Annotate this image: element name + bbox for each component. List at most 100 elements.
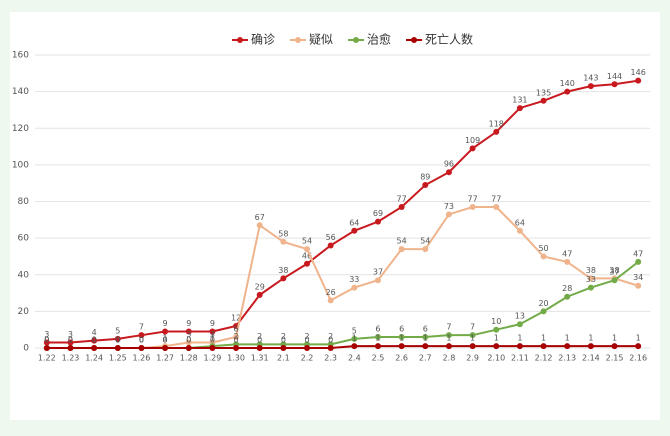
- data-point: [516, 321, 523, 328]
- data-label: 0: [44, 336, 49, 345]
- data-label: 0: [328, 336, 333, 345]
- data-label: 9: [210, 319, 215, 328]
- data-point: [398, 334, 405, 341]
- data-label: 1: [399, 334, 404, 343]
- data-point: [209, 345, 216, 351]
- data-point: [635, 343, 642, 350]
- data-point: [422, 343, 429, 350]
- data-label: 0: [44, 336, 49, 345]
- data-point: [91, 345, 98, 351]
- y-tick-label: 100: [12, 160, 29, 170]
- data-point: [398, 246, 405, 253]
- data-point: [493, 343, 500, 350]
- data-label: 38: [278, 266, 288, 275]
- data-point: [280, 345, 287, 351]
- data-label: 64: [515, 218, 525, 227]
- data-label: 0: [281, 336, 286, 345]
- y-tick-label: 120: [12, 124, 29, 134]
- data-point: [304, 345, 311, 351]
- x-tick-label: 2.6: [395, 354, 408, 363]
- legend-label: 治愈: [367, 32, 391, 47]
- data-point: [327, 345, 334, 351]
- data-point: [469, 203, 476, 210]
- data-point: [564, 88, 571, 95]
- data-label: 2: [257, 332, 262, 341]
- data-label: 0: [163, 336, 168, 345]
- data-point: [67, 345, 74, 351]
- data-point: [422, 334, 429, 341]
- data-point: [445, 332, 452, 339]
- x-tick-label: 2.2: [301, 354, 314, 363]
- data-point: [185, 345, 192, 351]
- data-label: 1: [541, 334, 546, 343]
- data-point: [445, 211, 452, 218]
- y-tick-label: 160: [12, 51, 29, 61]
- data-label: 0: [139, 336, 144, 345]
- x-tick-label: 1.24: [85, 354, 103, 363]
- data-point: [162, 345, 169, 351]
- data-point: [516, 105, 523, 112]
- x-tick-label: 2.15: [606, 354, 624, 363]
- data-point: [351, 343, 358, 350]
- data-label: 0: [210, 336, 215, 345]
- data-label: 7: [139, 323, 144, 332]
- data-point: [635, 282, 642, 289]
- data-point: [469, 332, 476, 339]
- x-tick-label: 1.23: [62, 354, 80, 363]
- data-point: [138, 332, 145, 339]
- data-point: [611, 343, 618, 350]
- data-label: 67: [255, 213, 265, 222]
- data-label: 140: [560, 79, 575, 88]
- plot-background: [10, 12, 660, 420]
- data-point: [635, 77, 642, 84]
- data-point: [422, 246, 429, 253]
- data-label: 0: [163, 336, 168, 345]
- data-label: 6: [375, 325, 380, 334]
- x-tick-label: 1.31: [251, 354, 269, 363]
- data-label: 3: [186, 330, 191, 339]
- x-tick-label: 2.3: [324, 354, 337, 363]
- x-tick-label: 1.29: [203, 354, 221, 363]
- data-point: [611, 81, 618, 88]
- data-label: 0: [139, 336, 144, 345]
- data-label: 0: [68, 336, 73, 345]
- data-label: 1: [446, 334, 451, 343]
- x-tick-label: 1.28: [180, 354, 198, 363]
- data-label: 0: [115, 336, 120, 345]
- data-label: 0: [139, 336, 144, 345]
- data-point: [540, 343, 547, 350]
- data-point: [280, 238, 287, 245]
- data-point: [327, 242, 334, 249]
- data-label: 109: [465, 136, 480, 145]
- x-tick-label: 1.26: [133, 354, 151, 363]
- series-line: [46, 79, 639, 344]
- data-point: [445, 169, 452, 176]
- data-point: [516, 343, 523, 350]
- series-line: [46, 345, 639, 349]
- data-label: 77: [397, 194, 407, 203]
- data-label: 13: [515, 312, 525, 321]
- y-tick-label: 0: [23, 344, 29, 354]
- data-point: [256, 291, 263, 298]
- x-tick-label: 1.27: [156, 354, 174, 363]
- data-label: 20: [538, 299, 548, 308]
- data-label: 2: [304, 332, 309, 341]
- data-label: 37: [609, 268, 619, 277]
- data-point: [493, 128, 500, 135]
- data-label: 3: [68, 330, 73, 339]
- x-tick-label: 2.12: [535, 354, 553, 363]
- data-label: 10: [491, 317, 501, 326]
- data-label: 1: [565, 334, 570, 343]
- data-point: [493, 326, 500, 333]
- data-label: 47: [633, 249, 643, 258]
- legend-marker: [353, 37, 360, 43]
- data-label: 2: [281, 332, 286, 341]
- data-point: [374, 277, 381, 284]
- data-label: 12: [231, 314, 241, 323]
- data-point: [564, 258, 571, 265]
- y-tick-label: 60: [18, 234, 30, 244]
- data-label: 0: [44, 336, 49, 345]
- y-tick-label: 40: [18, 270, 30, 280]
- data-label: 33: [586, 275, 596, 284]
- data-label: 6: [234, 325, 239, 334]
